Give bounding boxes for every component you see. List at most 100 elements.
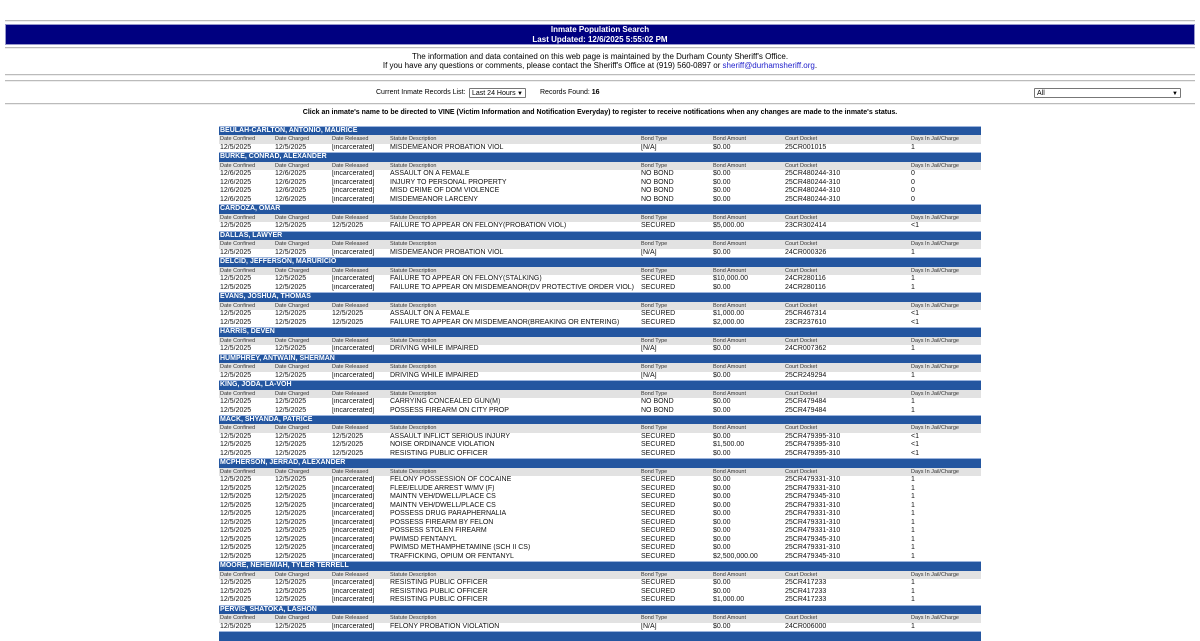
statute-description-cell: MISDEMEANOR LARCENY (390, 195, 478, 203)
charge-row: 12/5/2025 12/5/2025 [incarcerated] DRIVING … (219, 345, 981, 354)
inmate-name-link[interactable]: PERVIS, SHATOKA, LASHON (219, 604, 982, 615)
column-header-date-released: Date Released (331, 266, 389, 276)
column-header-date-confined: Date Confined (219, 570, 274, 580)
inmate-name-link[interactable] (219, 631, 982, 641)
inmate-name-link[interactable]: MOORE, NEHEMIAH, TYLER TERRELL (219, 561, 982, 571)
inmate-name-link[interactable]: BEULAH-CARLTON, ANTONIO, MAURICE (219, 126, 982, 136)
bond-amount-cell: $0.00 (713, 449, 731, 457)
page-title: Inmate Population Search (550, 25, 650, 34)
column-header-days-in-jail: Days In Jail/Charge (910, 336, 982, 346)
column-header-row: Date Confined Date Charged Date Released St… (219, 161, 982, 171)
inmate-name-link[interactable]: HARRIS, DEVEN (219, 327, 982, 337)
inmate-name-row[interactable]: CARDOZA, OMAR (219, 204, 982, 214)
inmate-name-row[interactable] (219, 631, 982, 641)
date-confined-cell: 12/5/2025 (220, 143, 252, 151)
date-charged-cell: 12/5/2025 (275, 544, 307, 552)
column-header-date-charged: Date Charged (274, 161, 331, 171)
column-header-date-released: Date Released (331, 363, 389, 372)
bond-type-cell: NO BOND (641, 406, 674, 414)
days-in-jail-cell: 1 (911, 552, 915, 560)
inmate-name-row[interactable]: PERVIS, SHATOKA, LASHON (219, 604, 982, 615)
bond-type-cell: SECURED (641, 441, 676, 449)
column-header-bond-type: Bond Type (640, 467, 712, 477)
column-header-days-in-jail: Days In Jail/Charge (910, 363, 982, 372)
date-released-cell: [incarcerated] (332, 527, 375, 535)
charge-row: 12/5/2025 12/5/2025 [incarcerated] POSSESS … (219, 519, 981, 527)
inmate-name-row[interactable]: KING, JODA, LA-VOH (219, 380, 982, 390)
bond-type-cell: [N/A] (641, 345, 657, 353)
column-header-row: Date Confined Date Charged Date Released St… (219, 389, 982, 399)
info-line-1: The information and data contained on th… (411, 52, 789, 61)
bond-type-cell: SECURED (641, 535, 676, 543)
statute-description-cell: INJURY TO PERSONAL PROPERTY (390, 178, 507, 186)
inmate-name-link[interactable]: MACK, SHYANDA, PATRICE (219, 414, 982, 425)
filter-select[interactable]: All ▼ (1034, 88, 1181, 98)
inmate-name-row[interactable]: DELCID, JEFFERSON, MARURICIO (219, 257, 982, 267)
inmate-name-row[interactable]: MACK, SHYANDA, PATRICE (219, 414, 982, 425)
column-header-date-charged: Date Charged (274, 266, 331, 276)
bond-amount-cell: $0.00 (713, 535, 731, 543)
column-header-statute-description: Statute Description (389, 135, 640, 144)
inmate-name-row[interactable]: DALLAS, LAWYER (219, 230, 982, 241)
bond-amount-cell: $0.00 (713, 579, 731, 587)
bond-amount-cell: $0.00 (713, 432, 731, 440)
divider (5, 74, 1195, 76)
filter-value: All (1037, 90, 1045, 97)
date-charged-cell: 12/5/2025 (275, 318, 307, 326)
bond-type-cell: SECURED (641, 518, 676, 526)
column-header-date-confined: Date Confined (219, 213, 274, 223)
inmate-name-row[interactable]: BURKE, CONRAD, ALEXANDER (219, 152, 982, 162)
bond-type-cell: SECURED (641, 501, 676, 509)
column-header-date-confined: Date Confined (219, 301, 274, 311)
column-header-days-in-jail: Days In Jail/Charge (910, 266, 982, 276)
date-confined-cell: 12/5/2025 (220, 449, 252, 457)
column-header-bond-amount: Bond Amount (712, 213, 784, 223)
date-charged-cell: 12/5/2025 (275, 310, 307, 318)
inmate-name-link[interactable]: CARDOZA, OMAR (219, 204, 982, 214)
column-header-court-docket: Court Docket (784, 336, 910, 346)
inmate-name-link[interactable]: KING, JODA, LA-VOH (219, 380, 982, 390)
inmate-name-link[interactable]: HUMPHREY, ANTWAIN, SHERMAN (219, 353, 982, 364)
column-header-date-released: Date Released (331, 301, 389, 311)
inmate-name-row[interactable]: MOORE, NEHEMIAH, TYLER TERRELL (219, 561, 982, 571)
column-header-bond-amount: Bond Amount (712, 424, 784, 433)
date-confined-cell: 12/6/2025 (220, 170, 252, 178)
records-list-select[interactable]: Last 24 Hours ▼ (469, 88, 526, 98)
inmate-name-link[interactable]: MCPHERSON, JERRAD, ALEXANDER (219, 458, 982, 468)
column-header-court-docket: Court Docket (784, 301, 910, 311)
date-confined-cell: 12/5/2025 (220, 622, 252, 630)
inmate-name-row[interactable]: MCPHERSON, JERRAD, ALEXANDER (219, 458, 982, 468)
inmate-name-link[interactable]: BURKE, CONRAD, ALEXANDER (219, 152, 982, 162)
inmate-name-row[interactable]: BEULAH-CARLTON, ANTONIO, MAURICE (219, 126, 982, 136)
bond-amount-cell: $0.00 (713, 493, 731, 501)
statute-description-cell: NOISE ORDINANCE VIOLATION (390, 441, 495, 449)
days-in-jail-cell: 1 (911, 527, 915, 535)
statute-description-cell: PWIMSD METHAMPHETAMINE (SCH II CS) (390, 544, 531, 552)
charge-row: 12/5/2025 12/5/2025 [incarcerated] PWIMSD F… (219, 536, 981, 544)
date-confined-cell: 12/5/2025 (220, 476, 252, 484)
statute-description-cell: MAINTN VEH/DWELL/PLACE CS (390, 493, 496, 501)
date-released-cell: [incarcerated] (332, 398, 375, 406)
column-header-date-charged: Date Charged (274, 389, 331, 399)
inmate-name-row[interactable]: HUMPHREY, ANTWAIN, SHERMAN (219, 353, 982, 364)
email-link[interactable]: sheriff@durhamsheriff.org (722, 61, 815, 70)
inmate-name-link[interactable]: EVANS, JOSHUA, THOMAS (219, 292, 982, 302)
column-header-court-docket: Court Docket (784, 424, 910, 433)
inmate-name-link[interactable]: DALLAS, LAWYER (219, 230, 982, 241)
court-docket-cell: 25CR479331-310 (785, 527, 841, 535)
date-released-cell: [incarcerated] (332, 178, 375, 186)
column-header-bond-type: Bond Type (640, 570, 712, 580)
date-charged-cell: 12/5/2025 (275, 283, 307, 291)
inmate-name-row[interactable]: EVANS, JOSHUA, THOMAS (219, 292, 982, 302)
inmate-name-row[interactable]: HARRIS, DEVEN (219, 327, 982, 337)
date-confined-cell: 12/5/2025 (220, 398, 252, 406)
column-header-bond-amount: Bond Amount (712, 161, 784, 171)
court-docket-cell: 25CR479484 (785, 406, 827, 414)
column-header-row: Date Confined Date Charged Date Released St… (219, 363, 982, 372)
inmate-name-link[interactable]: DELCID, JEFFERSON, MARURICIO (219, 257, 982, 267)
charge-row: 12/5/2025 12/5/2025 [incarcerated] TRAFFICK… (219, 553, 981, 562)
column-header-row: Date Confined Date Charged Date Released St… (219, 213, 982, 223)
info-line-2: If you have any questions or comments, p… (0, 61, 1200, 70)
court-docket-cell: 25CR479331-310 (785, 510, 841, 518)
date-confined-cell: 12/6/2025 (220, 195, 252, 203)
